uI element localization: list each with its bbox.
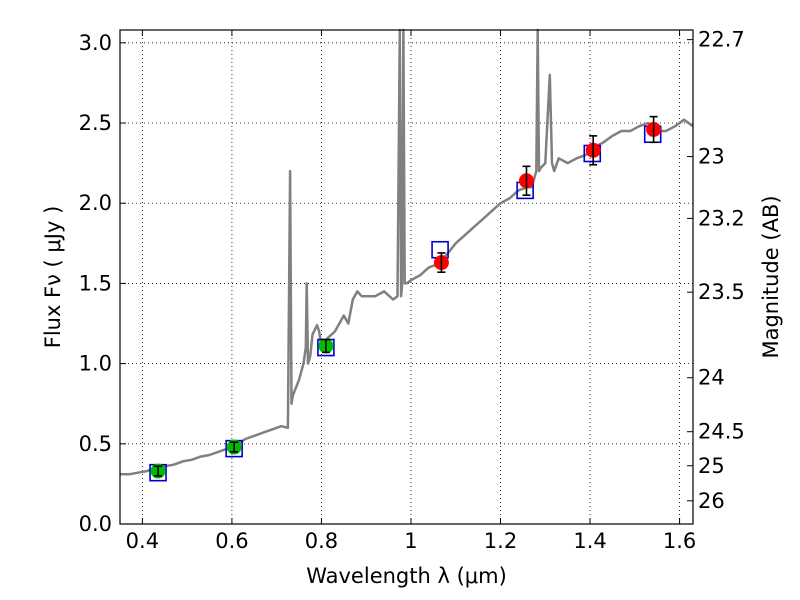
y2-tick-label: 23 — [698, 145, 725, 169]
plot-frame — [119, 29, 694, 525]
data-series — [120, 28, 694, 482]
y2-tick-label: 23.5 — [698, 280, 745, 304]
y-tick-label: 0.5 — [79, 432, 112, 456]
y2-axis-label: Magnitude (AB) — [759, 195, 783, 358]
y-axis-label: Flux Fν ( μJy ) — [41, 206, 65, 349]
axis-ticks: 0.4 0.6 0.8 1 1.2 1.4 1.6 0.0 0.5 1.0 1.5 2.0 2.5 3.0… — [79, 28, 745, 553]
y2-tick-label: 26 — [698, 489, 725, 513]
y-tick-label: 3.0 — [79, 31, 112, 55]
y2-tick-label: 24 — [698, 366, 725, 390]
y-tick-label: 2.5 — [79, 111, 112, 135]
y-tick-label: 1.5 — [79, 271, 112, 295]
x-tick-label: 1.6 — [663, 529, 696, 553]
y2-tick-label: 25 — [698, 454, 725, 478]
x-tick-label: 0.8 — [305, 529, 338, 553]
x-tick-label: 1.2 — [484, 529, 517, 553]
y-tick-label: 0.0 — [79, 512, 112, 536]
x-tick-label: 0.4 — [126, 529, 159, 553]
y2-tick-label: 22.7 — [698, 28, 745, 52]
grid-lines — [120, 30, 693, 525]
y-tick-label: 1.0 — [79, 352, 112, 376]
x-tick-label: 1 — [404, 529, 417, 553]
model-spectrum-line — [120, 28, 694, 476]
x-axis-label: Wavelength λ (μm) — [306, 564, 507, 588]
x-tick-label: 1.4 — [573, 529, 606, 553]
y2-tick-label: 23.2 — [698, 206, 745, 230]
y-tick-label: 2.0 — [79, 191, 112, 215]
x-tick-label: 0.6 — [215, 529, 248, 553]
y2-tick-label: 24.5 — [698, 420, 745, 444]
